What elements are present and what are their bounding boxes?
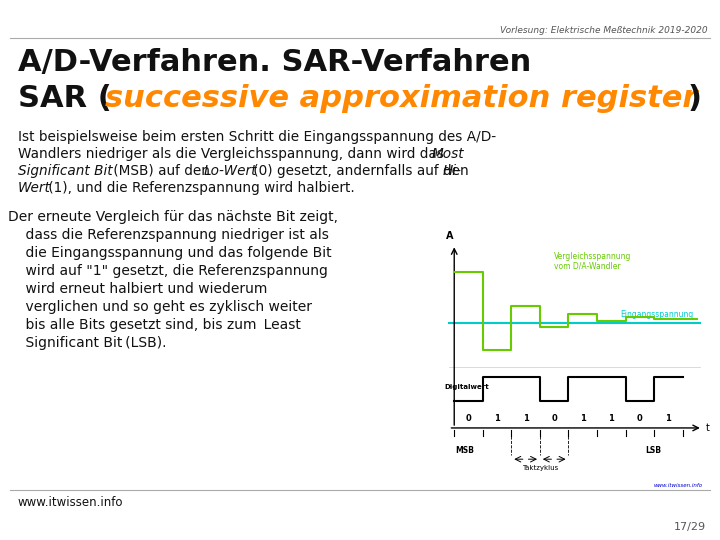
Text: 0: 0 <box>466 414 472 423</box>
Text: A/D-Verfahren. SAR-Verfahren: A/D-Verfahren. SAR-Verfahren <box>18 48 531 77</box>
Text: 1: 1 <box>523 414 528 423</box>
Text: Taktzyklus: Taktzyklus <box>522 465 558 471</box>
Text: (0) gesetzt, andernfalls auf den: (0) gesetzt, andernfalls auf den <box>249 164 473 178</box>
Text: 0: 0 <box>637 414 643 423</box>
Text: Lo-Wert: Lo-Wert <box>204 164 258 178</box>
Text: Digitalwert: Digitalwert <box>444 384 489 390</box>
Text: 17/29: 17/29 <box>674 522 706 532</box>
Text: Wert: Wert <box>18 181 51 195</box>
Text: Significant Bit (LSB).: Significant Bit (LSB). <box>8 336 166 350</box>
Text: www.itwissen.info: www.itwissen.info <box>18 496 124 509</box>
Text: wird erneut halbiert und wiederum: wird erneut halbiert und wiederum <box>8 282 267 296</box>
Text: (MSB) auf den: (MSB) auf den <box>109 164 215 178</box>
Text: dass die Referenzspannung niedriger ist als: dass die Referenzspannung niedriger ist … <box>8 228 329 242</box>
Text: 1: 1 <box>580 414 585 423</box>
Text: successive approximation register: successive approximation register <box>105 84 698 113</box>
Text: verglichen und so geht es zyklisch weiter: verglichen und so geht es zyklisch weite… <box>8 300 312 314</box>
Text: Vorlesung: Elektrische Meßtechnik 2019-2020: Vorlesung: Elektrische Meßtechnik 2019-2… <box>500 26 708 35</box>
Text: Most: Most <box>432 147 464 161</box>
Text: MSB: MSB <box>456 446 474 455</box>
Text: t: t <box>706 423 709 433</box>
Text: Der erneute Vergleich für das nächste Bit zeigt,: Der erneute Vergleich für das nächste Bi… <box>8 210 338 224</box>
Text: www.itwissen.info: www.itwissen.info <box>654 483 703 489</box>
Text: Vergleichsspannung: Vergleichsspannung <box>554 252 631 261</box>
Text: Eingangsspannung: Eingangsspannung <box>620 309 693 319</box>
Text: 1: 1 <box>608 414 614 423</box>
Text: Wandlers niedriger als die Vergleichsspannung, dann wird das: Wandlers niedriger als die Vergleichsspa… <box>18 147 449 161</box>
Text: 0: 0 <box>552 414 557 423</box>
Text: SAR (: SAR ( <box>18 84 112 113</box>
Text: vom D/A-Wandler: vom D/A-Wandler <box>554 261 621 270</box>
Text: Ist beispielsweise beim ersten Schritt die Eingangsspannung des A/D-: Ist beispielsweise beim ersten Schritt d… <box>18 130 496 144</box>
Text: die Eingangsspannung und das folgende Bit: die Eingangsspannung und das folgende Bi… <box>8 246 332 260</box>
Text: LSB: LSB <box>646 446 662 455</box>
Text: ): ) <box>688 84 702 113</box>
Text: Hi-: Hi- <box>443 164 462 178</box>
Text: wird auf "1" gesetzt, die Referenzspannung: wird auf "1" gesetzt, die Referenzspannu… <box>8 264 328 278</box>
Text: (1), und die Referenzspannung wird halbiert.: (1), und die Referenzspannung wird halbi… <box>44 181 355 195</box>
Text: 1: 1 <box>665 414 672 423</box>
Text: Significant Bit: Significant Bit <box>18 164 112 178</box>
Text: A: A <box>446 231 454 240</box>
Text: 1: 1 <box>494 414 500 423</box>
Text: bis alle Bits gesetzt sind, bis zum  Least: bis alle Bits gesetzt sind, bis zum Leas… <box>8 318 301 332</box>
